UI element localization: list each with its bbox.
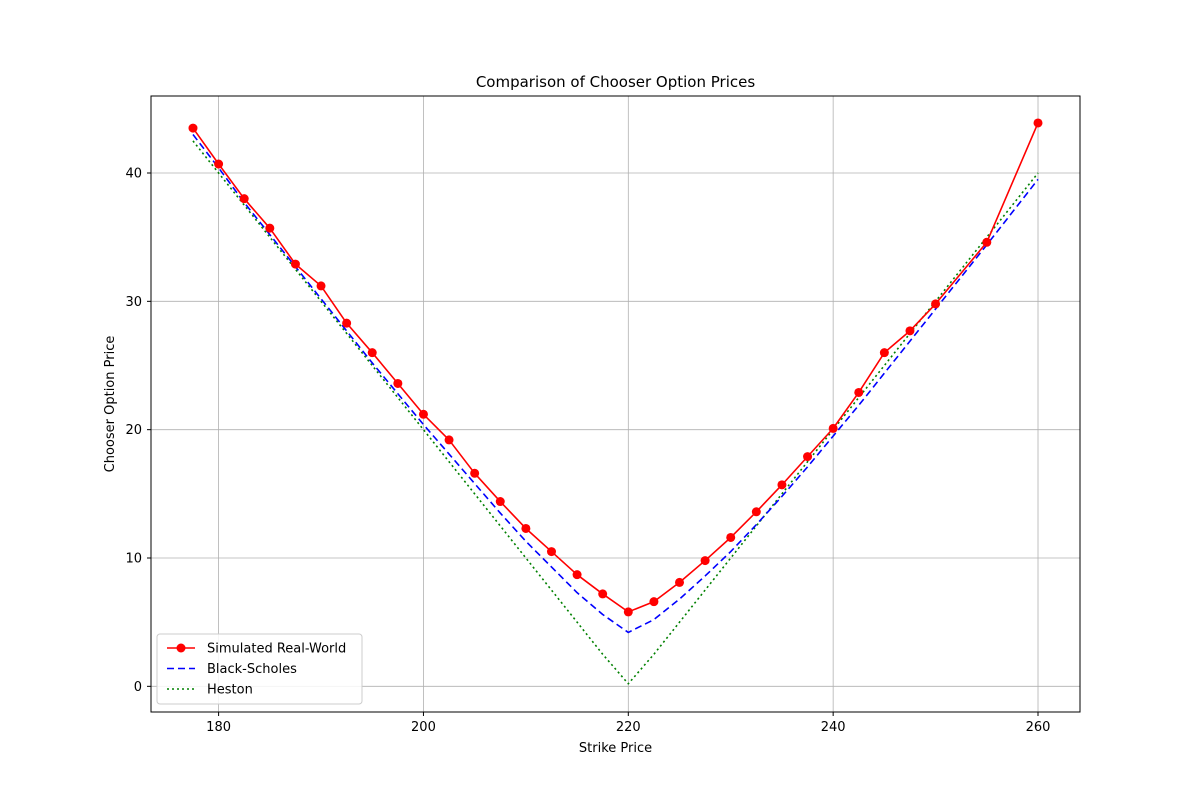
data-point-simulated-real-world (214, 159, 224, 169)
data-point-simulated-real-world (598, 589, 608, 599)
series-line-simulated-real-world (192, 122, 1039, 613)
data-point-simulated-real-world (828, 423, 838, 433)
data-point-simulated-real-world (700, 556, 710, 566)
y-tick-label: 10 (125, 552, 142, 567)
data-point-simulated-real-world (521, 523, 531, 533)
series-layer (188, 118, 1043, 685)
data-point-simulated-real-world (803, 452, 813, 462)
data-point-simulated-real-world (188, 123, 198, 133)
data-point-simulated-real-world (546, 547, 556, 557)
x-tick-label: 180 (206, 720, 231, 735)
legend-label-heston: Heston (207, 683, 253, 698)
y-tick-label: 0 (134, 680, 142, 695)
data-point-simulated-real-world (470, 468, 480, 478)
legend-label-simulated-real-world: Simulated Real-World (207, 642, 346, 657)
y-tick-label: 20 (125, 423, 142, 438)
series-line-black-scholes (192, 134, 1039, 634)
data-point-simulated-real-world (649, 597, 659, 607)
data-point-simulated-real-world (982, 237, 992, 247)
x-tick-label: 200 (411, 720, 436, 735)
data-point-simulated-real-world (1033, 118, 1043, 128)
data-point-simulated-real-world (393, 378, 403, 388)
data-point-simulated-real-world (265, 223, 275, 233)
series-line-heston (192, 140, 1039, 685)
data-point-simulated-real-world (290, 259, 300, 269)
legend-label-black-scholes: Black-Scholes (207, 662, 297, 677)
chart-title: Comparison of Chooser Option Prices (476, 73, 756, 91)
legend-marker-simulated-real-world (176, 643, 186, 653)
y-tick-label: 30 (125, 295, 142, 310)
data-point-simulated-real-world (572, 570, 582, 580)
data-point-simulated-real-world (905, 326, 915, 336)
grid (151, 96, 1080, 712)
legend-box (156, 633, 363, 705)
data-point-simulated-real-world (751, 507, 761, 517)
data-point-simulated-real-world (316, 281, 326, 291)
x-tick-label: 260 (1026, 720, 1051, 735)
y-axis-label: Chooser Option Price (103, 336, 118, 473)
legend: Simulated Real-World Black-Scholes Heston (156, 633, 363, 705)
data-point-simulated-real-world (879, 348, 889, 358)
data-point-simulated-real-world (854, 387, 864, 397)
x-tick-label: 240 (821, 720, 846, 735)
x-tick-label: 220 (616, 720, 641, 735)
data-point-simulated-real-world (239, 194, 249, 204)
data-point-simulated-real-world (931, 299, 941, 309)
x-axis-label: Strike Price (579, 741, 652, 756)
plot-frame (150, 95, 1081, 713)
data-point-simulated-real-world (495, 497, 505, 507)
data-point-simulated-real-world (444, 435, 454, 445)
data-point-simulated-real-world (623, 607, 633, 617)
ticks: 180 200 220 240 260 0 10 20 30 40 (125, 167, 1050, 736)
data-point-simulated-real-world (777, 480, 787, 490)
data-point-simulated-real-world (342, 318, 352, 328)
data-point-simulated-real-world (367, 348, 377, 358)
y-tick-label: 40 (125, 167, 142, 182)
data-point-simulated-real-world (726, 532, 736, 542)
data-point-simulated-real-world (418, 409, 428, 419)
data-point-simulated-real-world (675, 577, 685, 587)
